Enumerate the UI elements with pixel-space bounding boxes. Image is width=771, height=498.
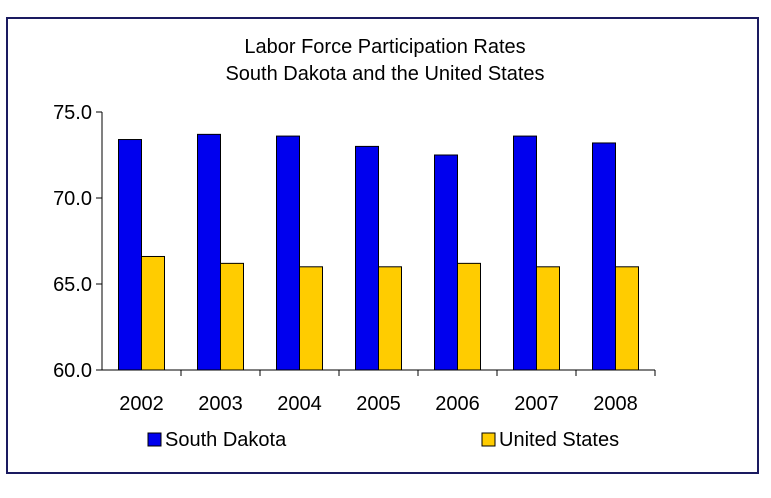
bar-united-states [457,262,481,371]
legend-label: South Dakota [165,429,287,451]
x-tick-label: 2002 [119,393,164,415]
x-tick-label: 2008 [593,393,638,415]
x-tick-label: 2005 [356,393,401,415]
y-tick-label: 65.0 [53,274,92,296]
bar-south-dakota [197,133,221,371]
plot-area: 60.0 65.0 70.0 75.0 2002 2003 2004 2005 2006 2007… [53,102,656,415]
bar-south-dakota [434,154,458,371]
bar-south-dakota [276,135,300,371]
x-tick-label: 2003 [198,393,243,415]
bar-south-dakota [118,139,142,371]
x-tick-label: 2004 [277,393,322,415]
bar-united-states [299,266,323,371]
chart-title-line-1: Labor Force Participation Rates [244,36,525,58]
bar-united-states [378,266,402,371]
y-tick-label: 60.0 [53,360,92,382]
bar-united-states [220,262,244,371]
bar-south-dakota [513,135,537,371]
legend-swatch [481,432,496,447]
chart-title-line-2: South Dakota and the United States [225,63,544,85]
bar-united-states [536,266,560,371]
x-tick-label: 2007 [514,393,559,415]
bar-south-dakota [355,145,379,371]
y-tick-label: 75.0 [53,102,92,124]
legend-swatch [147,432,162,447]
y-tick-label: 70.0 [53,188,92,210]
legend: South Dakota United States [147,429,619,451]
bar-south-dakota [592,142,616,371]
bar-united-states [615,266,639,371]
x-tick-label: 2006 [435,393,480,415]
legend-label: United States [499,429,619,451]
bar-united-states [141,255,165,371]
